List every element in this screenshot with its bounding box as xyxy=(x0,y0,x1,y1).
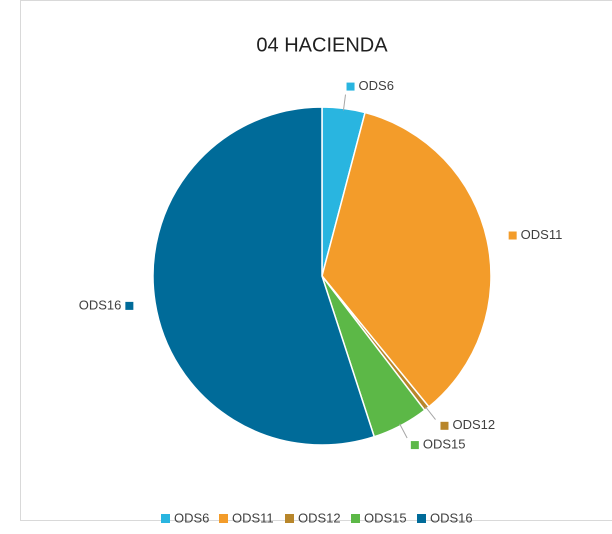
label-marker xyxy=(508,231,517,240)
pie-slice xyxy=(152,106,376,446)
legend-swatch xyxy=(285,514,294,523)
data-label: ODS16 xyxy=(79,297,122,312)
legend-swatch xyxy=(161,514,170,523)
legend-swatch xyxy=(351,514,360,523)
legend-label: ODS12 xyxy=(298,510,341,525)
data-label: ODS6 xyxy=(359,78,394,93)
label-marker xyxy=(410,441,419,450)
legend-label: ODS16 xyxy=(430,510,473,525)
label-marker xyxy=(346,82,355,91)
leader-line xyxy=(399,423,408,439)
label-marker xyxy=(125,301,134,310)
data-label: ODS11 xyxy=(521,227,563,242)
data-label: ODS15 xyxy=(423,437,466,452)
legend-label: ODS6 xyxy=(174,510,209,525)
legend-swatch xyxy=(417,514,426,523)
chart-title: 04 HACIENDA xyxy=(256,34,388,56)
label-marker xyxy=(440,421,449,430)
pie-slice xyxy=(321,111,492,408)
legend-label: ODS15 xyxy=(364,510,407,525)
legend-label: ODS11 xyxy=(232,510,274,525)
legend-swatch xyxy=(219,514,228,523)
leader-line xyxy=(342,94,347,111)
data-label: ODS12 xyxy=(452,417,495,432)
leader-line xyxy=(425,406,436,420)
